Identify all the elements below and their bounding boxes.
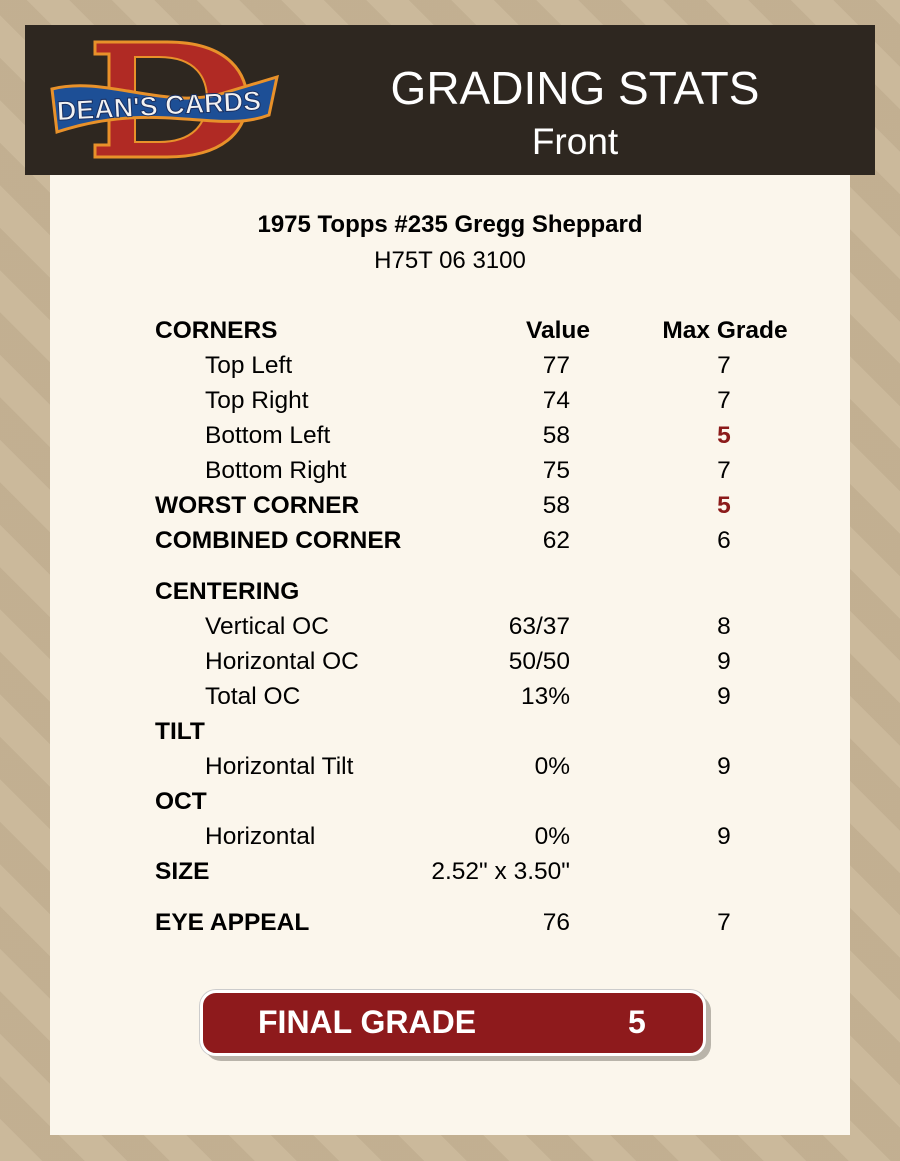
deans-cards-logo: DEAN'S CARDS — [50, 40, 279, 159]
row-label: Total OC — [205, 683, 301, 710]
row-max: 9 — [717, 823, 731, 850]
row-value: 13% — [520, 683, 570, 710]
table-row-eye-appeal: EYE APPEAL 76 7 — [0, 905, 900, 940]
section-oct: OCT — [0, 784, 900, 819]
table-header: CORNERS Value Max Grade — [0, 313, 900, 348]
table-row: Bottom Right 75 7 — [0, 453, 900, 488]
row-label: COMBINED CORNER — [155, 527, 402, 554]
final-grade-banner: FINAL GRADE 5 — [200, 990, 706, 1056]
grading-table: CORNERS Value Max Grade Top Left 77 7 Top … — [0, 313, 900, 940]
row-value: 58 — [542, 492, 570, 519]
section-tilt: TILT — [0, 714, 900, 749]
stats-panel — [50, 175, 850, 1135]
table-row: Bottom Left 58 5 — [0, 418, 900, 453]
row-label: SIZE — [155, 858, 210, 885]
section-corners: CORNERS — [155, 317, 278, 344]
row-value: 76 — [542, 909, 570, 936]
table-row: Top Right 74 7 — [0, 383, 900, 418]
row-label: Top Right — [205, 387, 309, 414]
row-label: Top Left — [205, 352, 293, 379]
table-row-size: SIZE 2.52" x 3.50" — [0, 854, 900, 889]
row-value: 62 — [542, 527, 570, 554]
row-label: Bottom Right — [205, 457, 347, 484]
row-label: EYE APPEAL — [155, 909, 310, 936]
row-max: 7 — [717, 457, 731, 484]
table-row: COMBINED CORNER 62 6 — [0, 523, 900, 558]
row-max: 7 — [717, 909, 731, 936]
row-value: 50/50 — [508, 648, 570, 675]
row-max: 9 — [717, 683, 731, 710]
final-grade-label: FINAL GRADE — [258, 1004, 477, 1040]
table-row: Top Left 77 7 — [0, 348, 900, 383]
table-row: Horizontal 0% 9 — [0, 819, 900, 854]
row-label: Bottom Left — [205, 422, 331, 449]
row-label: Horizontal Tilt — [205, 753, 354, 780]
row-label: Horizontal — [205, 823, 316, 850]
card-title: 1975 Topps #235 Gregg Sheppard — [257, 211, 643, 238]
row-value: 58 — [542, 422, 570, 449]
row-value: 0% — [534, 823, 570, 850]
table-row: Vertical OC 63/37 8 — [0, 609, 900, 644]
table-row: Horizontal Tilt 0% 9 — [0, 749, 900, 784]
section-centering: CENTERING — [0, 574, 900, 609]
row-label: OCT — [155, 788, 207, 815]
row-max: 7 — [717, 352, 731, 379]
row-max: 5 — [717, 422, 731, 449]
row-label: Vertical OC — [205, 613, 329, 640]
page-subtitle: Front — [531, 121, 619, 162]
row-max: 7 — [717, 387, 731, 414]
row-max: 6 — [717, 527, 731, 554]
row-label: TILT — [155, 718, 205, 745]
table-row: WORST CORNER 58 5 — [0, 488, 900, 523]
card-code: H75T 06 3100 — [374, 247, 526, 274]
page-title: GRADING STATS — [390, 62, 760, 114]
table-row: Horizontal OC 50/50 9 — [0, 644, 900, 679]
row-value: 63/37 — [508, 613, 570, 640]
row-max: 5 — [717, 492, 731, 519]
row-max: 9 — [717, 648, 731, 675]
column-value: Value — [525, 317, 590, 344]
row-max: 9 — [717, 753, 731, 780]
row-value: 75 — [542, 457, 570, 484]
row-label: CENTERING — [155, 578, 300, 605]
row-value: 2.52" x 3.50" — [431, 858, 570, 885]
row-value: 0% — [534, 753, 570, 780]
column-max-grade: Max Grade — [662, 317, 788, 344]
final-grade-value: 5 — [628, 1004, 646, 1040]
table-row: Total OC 13% 9 — [0, 679, 900, 714]
row-max: 8 — [717, 613, 731, 640]
row-label: Horizontal OC — [205, 648, 359, 675]
row-label: WORST CORNER — [155, 492, 360, 519]
header-bar: DEAN'S CARDS GRADING STATS Front — [25, 25, 875, 175]
row-value: 74 — [542, 387, 570, 414]
row-value: 77 — [542, 352, 570, 379]
